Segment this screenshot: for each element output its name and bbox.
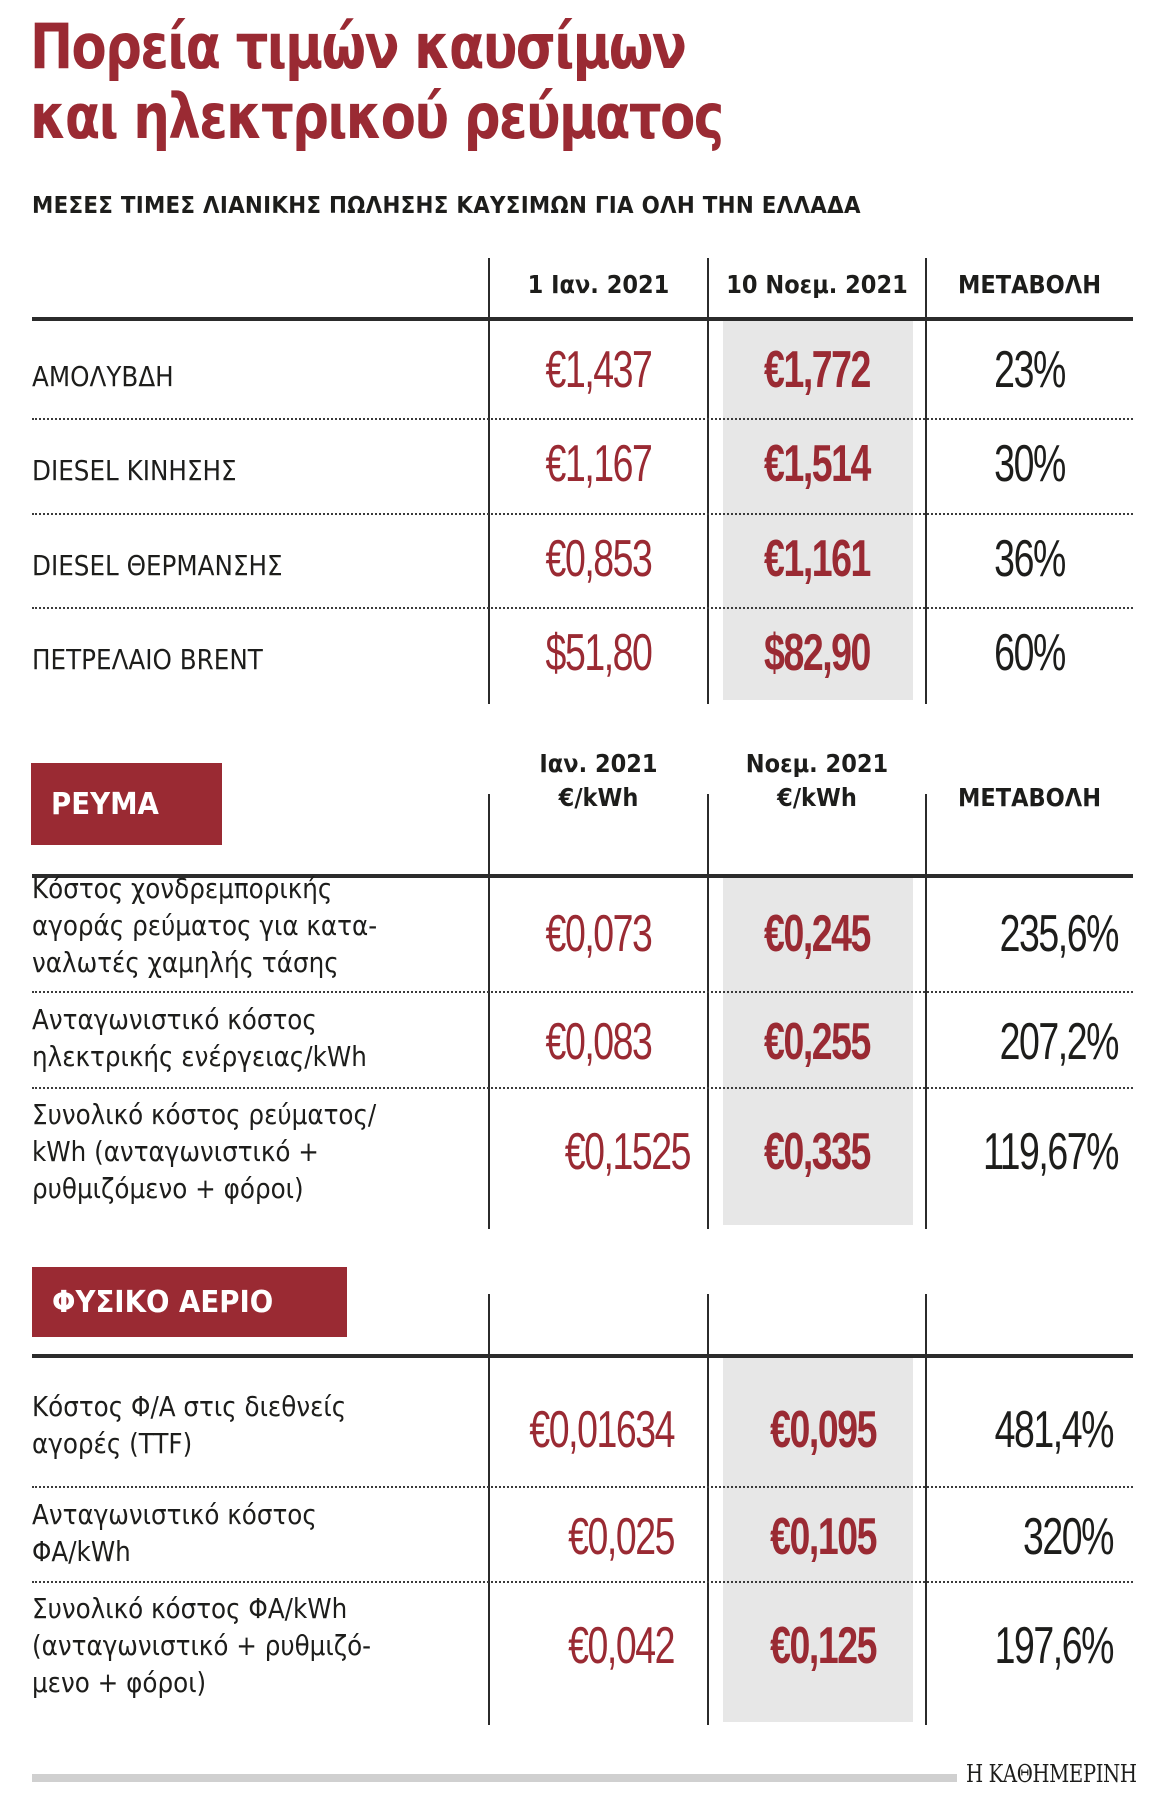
column-divider	[925, 1294, 927, 1725]
header-rule	[32, 317, 1133, 321]
value-change: 481,4%	[994, 1401, 1115, 1459]
value-nov: €0,105	[770, 1508, 877, 1566]
row-label: Ανταγωνιστικό κόστος ΦΑ/kWh	[32, 1498, 317, 1568]
row-label: DIESEL ΘΕΡΜΑΝΣΗΣ	[32, 549, 283, 582]
value-nov: €1,772	[764, 341, 871, 399]
row-divider	[32, 513, 1133, 515]
column-header-change: ΜΕΤΑΒΟΛΗ	[957, 270, 1102, 299]
row-label: Ανταγωνιστικό κόστος ηλεκτρικής ενέργεια…	[32, 1003, 367, 1073]
row-divider	[32, 1581, 1133, 1583]
row-divider	[32, 607, 1133, 609]
value-jan: €0,01634	[529, 1401, 675, 1459]
value-nov: €0,335	[764, 1123, 871, 1181]
section-badge-gas: ΦΥΣΙΚΟ ΑΕΡΙΟ	[32, 1267, 347, 1337]
row-divider	[32, 1087, 1133, 1089]
column-header-nov: Νοεμ. 2021 €/kWh	[745, 749, 889, 812]
section-badge-electricity: ΡΕΥΜΑ	[31, 763, 222, 845]
value-nov: €0,095	[770, 1401, 877, 1459]
value-change: 119,67%	[983, 1123, 1119, 1181]
value-nov: €1,161	[764, 530, 871, 588]
value-jan: €0,042	[568, 1617, 675, 1675]
page-title-line-1: Πορεία τιμών καυσίμων	[30, 10, 687, 83]
row-label: Συνολικό κόστος ρεύματος/ kWh (ανταγωνισ…	[32, 1098, 377, 1205]
value-nov: €1,514	[764, 435, 871, 493]
value-jan: €1,437	[545, 341, 653, 399]
value-nov: $82,90	[764, 624, 871, 682]
column-divider	[707, 794, 709, 1229]
column-divider	[925, 258, 927, 704]
header-rule	[32, 874, 1133, 878]
column-header-jan: 1 Ιαν. 2021	[527, 270, 670, 299]
column-header-nov: 10 Νοεμ. 2021	[726, 270, 908, 299]
highlight-column-bg	[723, 878, 913, 1225]
row-label: Κόστος Φ/Α στις διεθνείς αγορές (TTF)	[32, 1390, 347, 1460]
value-change: 23%	[994, 341, 1066, 399]
value-change: 30%	[994, 435, 1066, 493]
column-header-change: ΜΕΤΑΒΟΛΗ	[957, 783, 1102, 812]
page-subtitle: ΜΕΣΕΣ ΤΙΜΕΣ ΛΙΑΝΙΚΗΣ ΠΩΛΗΣΗΣ ΚΑΥΣΙΜΩΝ ΓΙ…	[32, 193, 861, 219]
row-label: ΑΜΟΛΥΒΔΗ	[32, 360, 174, 393]
value-nov: €0,255	[764, 1013, 871, 1071]
column-divider	[488, 794, 490, 1229]
highlight-column-bg	[723, 1358, 913, 1722]
value-change: 320%	[1023, 1508, 1114, 1566]
column-divider	[488, 1294, 490, 1725]
value-jan: $51,80	[545, 624, 653, 682]
row-label: Κόστος χονδρεμπορικής αγοράς ρεύματος γι…	[32, 872, 378, 979]
value-jan: €0,083	[545, 1013, 653, 1071]
value-change: 207,2%	[999, 1013, 1120, 1071]
row-label: ΠΕΤΡΕΛΑΙΟ BRENT	[32, 643, 263, 676]
column-divider	[925, 794, 927, 1229]
value-change: 36%	[994, 530, 1066, 588]
row-divider	[32, 1486, 1133, 1488]
value-change: 60%	[994, 624, 1066, 682]
row-divider	[32, 991, 1133, 993]
value-jan: €0,853	[545, 530, 653, 588]
page-title-line-2: και ηλεκτρικού ρεύματος	[30, 80, 724, 153]
value-change: 197,6%	[994, 1617, 1115, 1675]
column-divider	[707, 1294, 709, 1725]
footer-bar	[32, 1774, 957, 1782]
value-jan: €0,1525	[564, 1123, 692, 1181]
highlight-column-bg	[723, 321, 913, 700]
value-jan: €1,167	[545, 435, 653, 493]
row-divider	[32, 418, 1133, 420]
row-label: DIESEL ΚΙΝΗΣΗΣ	[32, 454, 237, 487]
header-rule	[32, 1354, 1133, 1358]
value-nov: €0,245	[764, 905, 871, 963]
column-divider	[707, 258, 709, 704]
value-jan: €0,073	[545, 905, 653, 963]
value-nov: €0,125	[770, 1617, 877, 1675]
publisher-logo: Η ΚΑΘΗΜΕΡΙΝΗ	[966, 1760, 1137, 1788]
value-jan: €0,025	[568, 1508, 675, 1566]
row-label: Συνολικό κόστος ΦΑ/kWh (ανταγωνιστικό + …	[32, 1592, 372, 1699]
column-header-jan: Ιαν. 2021 €/kWh	[539, 749, 658, 812]
value-change: 235,6%	[999, 905, 1120, 963]
column-divider	[488, 258, 490, 704]
